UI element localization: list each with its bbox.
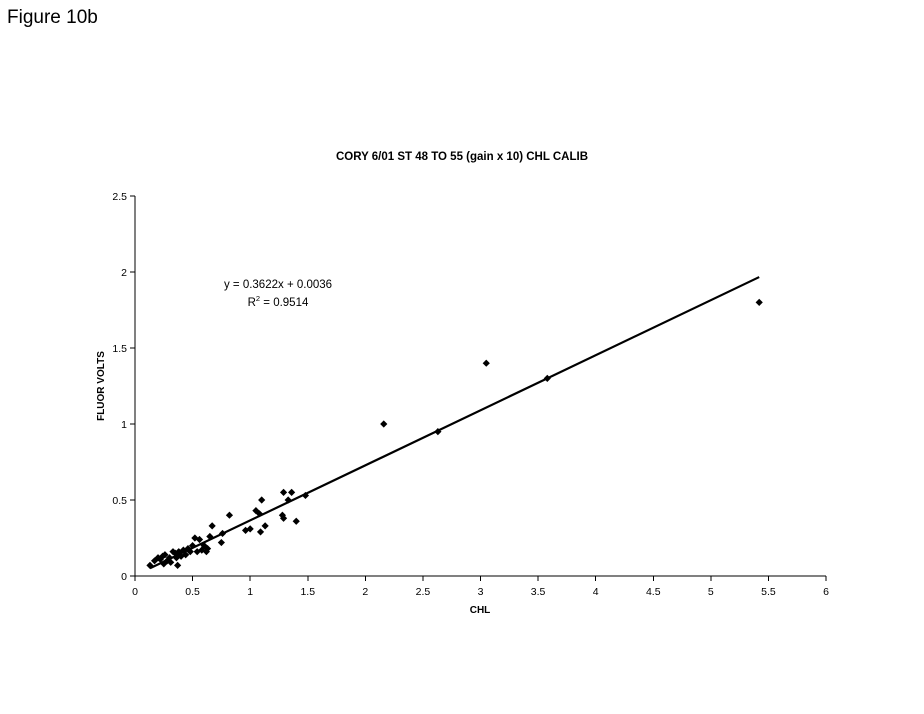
trendline-equation: y = 0.3622x + 0.0036: [224, 279, 332, 291]
data-point: [288, 488, 296, 496]
data-point: [755, 298, 763, 306]
data-point: [200, 542, 208, 550]
data-point: [156, 555, 164, 563]
data-point: [172, 554, 181, 562]
x-axis-label: CHL: [470, 605, 491, 616]
data-point: [174, 561, 182, 569]
r-squared-value: = 0.9514: [260, 297, 309, 309]
y-tick-label: 1: [121, 419, 127, 431]
y-tick-label: 2.5: [112, 191, 127, 203]
trendline: [149, 276, 760, 570]
data-point: [160, 560, 168, 568]
data-point: [252, 507, 260, 515]
x-tick-label: 6: [823, 586, 829, 598]
data-point: [146, 561, 154, 569]
x-tick-label: 4: [593, 586, 599, 598]
data-point: [169, 548, 177, 556]
data-point: [217, 538, 225, 547]
data-point: [255, 510, 263, 518]
y-tick-label: 0.5: [112, 495, 127, 507]
figure-label: Figure 10b: [7, 7, 98, 28]
data-point: [208, 522, 216, 530]
chart-title: CORY 6/01 ST 48 TO 55 (gain x 10) CHL CA…: [336, 151, 588, 163]
x-tick-label: 2: [362, 586, 368, 598]
y-axis-label: FLUOR VOLTS: [96, 351, 107, 421]
data-point: [182, 551, 190, 559]
data-point: [186, 548, 194, 556]
x-tick-label: 2.5: [416, 586, 431, 598]
data-points: [146, 298, 763, 569]
data-point: [543, 374, 551, 382]
r-squared-prefix: R: [248, 297, 256, 309]
x-tick-label: 1: [247, 586, 253, 598]
data-point: [279, 488, 288, 496]
x-tick-label: 3.5: [531, 586, 546, 598]
data-point: [482, 359, 490, 367]
data-point: [203, 545, 212, 553]
x-tick-label: 0: [132, 586, 138, 598]
data-point: [241, 526, 250, 534]
data-point: [279, 514, 288, 522]
data-point: [161, 551, 169, 559]
y-tick-label: 2: [121, 267, 127, 279]
data-point: [218, 529, 227, 538]
data-point: [256, 528, 265, 536]
y-tick-label: 0: [121, 571, 127, 583]
data-point: [188, 542, 197, 550]
data-point: [225, 511, 234, 519]
y-tick-label: 1.5: [112, 343, 127, 355]
axes: 0 0.5 1 1.5 2 2.5 3 3.5 4 4.5 5 5.5 6 0 0.5 1 1.5 2 2.5: [112, 191, 829, 598]
x-tick-label: 5: [708, 586, 714, 598]
data-point: [261, 522, 269, 530]
trendline-layer: [149, 276, 760, 570]
r-squared-label: R2 = 0.9514: [248, 294, 309, 309]
data-point: [167, 558, 175, 566]
r-squared-superscript: 2: [256, 294, 260, 303]
data-point: [284, 496, 292, 504]
x-tick-label: 3: [478, 586, 484, 598]
x-tick-label: 5.5: [761, 586, 776, 598]
data-point: [292, 517, 300, 525]
x-tick-label: 1.5: [300, 586, 315, 598]
x-tick-label: 4.5: [646, 586, 661, 598]
data-point: [301, 491, 310, 500]
data-point: [195, 535, 204, 544]
data-point: [434, 428, 442, 436]
data-point: [258, 496, 266, 504]
x-tick-label: 0.5: [185, 586, 200, 598]
data-point: [246, 525, 254, 533]
data-point: [206, 532, 214, 541]
data-point: [380, 420, 388, 428]
